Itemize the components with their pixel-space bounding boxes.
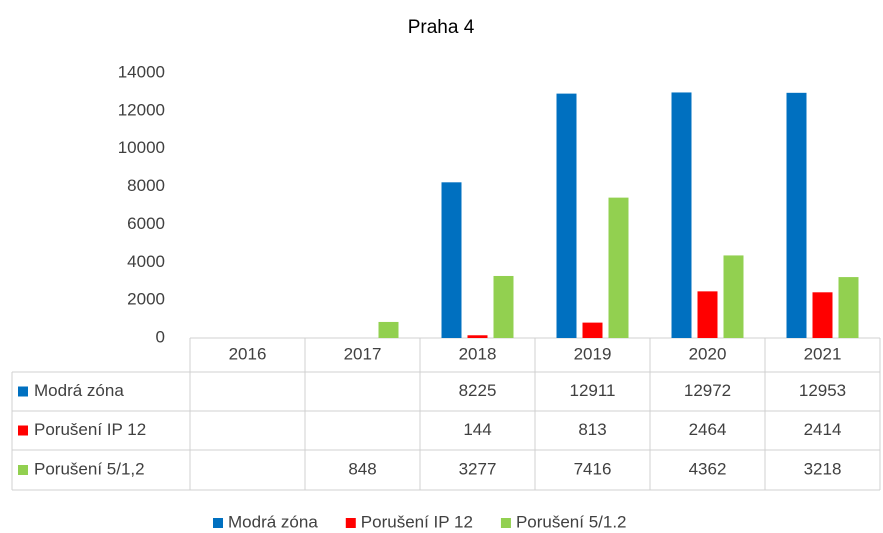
bar	[441, 182, 462, 338]
bar	[812, 292, 833, 338]
legend-label: Porušení IP 12	[361, 512, 473, 531]
bar	[467, 335, 488, 338]
legend-key	[500, 518, 511, 528]
table-value: 12972	[684, 381, 731, 400]
table-row-label: Porušení 5/1,2	[34, 459, 145, 478]
y-tick-label: 4000	[127, 252, 165, 271]
x-tick-label: 2017	[344, 344, 382, 363]
y-tick-label: 12000	[118, 100, 165, 119]
y-tick-label: 14000	[118, 62, 165, 81]
x-tick-label: 2021	[804, 344, 842, 363]
x-tick-label: 2020	[689, 344, 727, 363]
bar	[723, 255, 744, 338]
table-value: 3218	[804, 459, 842, 478]
bar	[493, 275, 514, 338]
bar	[556, 93, 577, 338]
bar	[671, 92, 692, 338]
y-tick-label: 6000	[127, 214, 165, 233]
bar	[608, 197, 629, 338]
bar	[378, 321, 399, 338]
bar	[697, 291, 718, 338]
legend-key	[213, 518, 223, 528]
bar	[838, 277, 859, 338]
table-value: 4362	[689, 459, 727, 478]
bar	[786, 92, 807, 339]
table-row-label: Modrá zóna	[34, 381, 124, 400]
table-legend-key	[18, 465, 28, 475]
y-tick-label: 0	[156, 327, 165, 346]
legend-label: Porušení 5/1.2	[516, 512, 627, 531]
table-value: 2414	[804, 420, 842, 439]
table-value: 7416	[574, 459, 612, 478]
y-tick-label: 2000	[127, 290, 165, 309]
table-row-label: Porušení IP 12	[34, 420, 146, 439]
table-value: 813	[578, 420, 606, 439]
x-tick-label: 2019	[574, 344, 612, 363]
table-value: 848	[348, 459, 376, 478]
table-value: 3277	[459, 459, 497, 478]
table-value: 2464	[689, 420, 727, 439]
table-value: 8225	[459, 381, 497, 400]
bar	[582, 322, 603, 338]
x-tick-label: 2018	[459, 344, 497, 363]
table-legend-key	[18, 425, 28, 436]
y-tick-label: 8000	[127, 176, 165, 195]
table-value: 144	[463, 420, 491, 439]
table-legend-key	[18, 386, 28, 397]
table-value: 12953	[799, 381, 846, 400]
legend-label: Modrá zóna	[228, 512, 318, 531]
table-value: 12911	[569, 381, 615, 400]
x-tick-label: 2016	[229, 344, 267, 363]
legend-key	[345, 518, 356, 528]
y-tick-label: 10000	[118, 138, 165, 157]
chart-title: Praha 4	[408, 17, 475, 38]
